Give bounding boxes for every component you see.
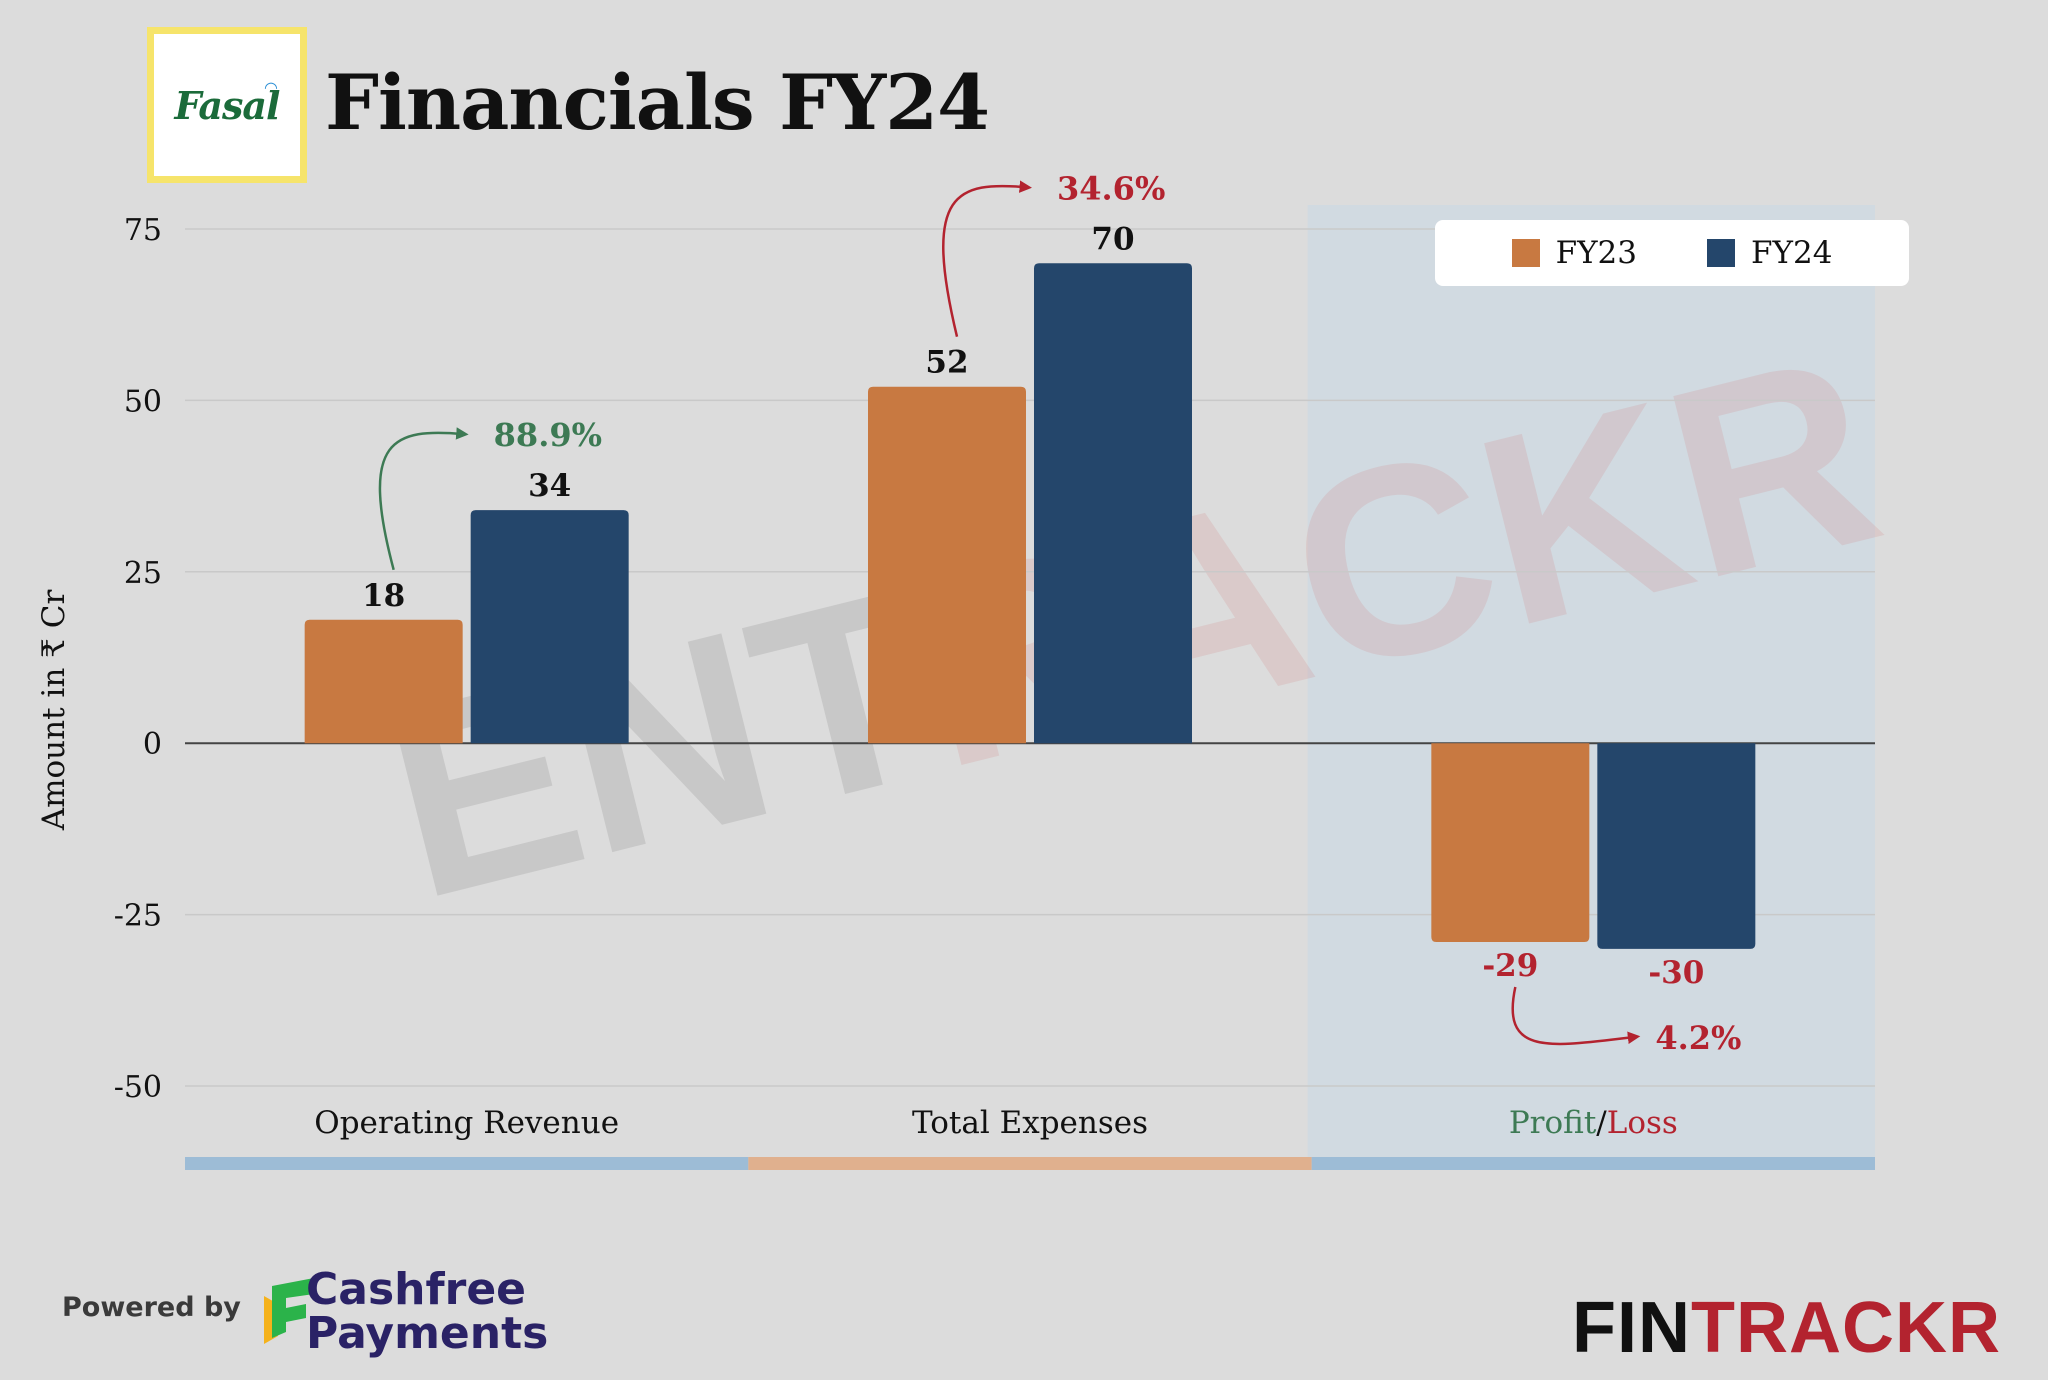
powered-by-text: Powered by — [62, 1292, 241, 1323]
bar-value-label: 70 — [1091, 221, 1134, 257]
bar-value-label: 52 — [925, 345, 968, 381]
category-underline — [185, 1157, 749, 1170]
bar-value-label: -29 — [1482, 948, 1538, 984]
legend-label-fy23: FY23 — [1555, 235, 1637, 271]
y-tick-label: 25 — [124, 556, 162, 591]
y-axis-label: Amount in ₹ Cr — [36, 590, 72, 832]
bar-fy23 — [304, 619, 463, 744]
chart-legend: FY23 FY24 — [1435, 220, 1909, 286]
bar-fy24 — [1597, 743, 1756, 949]
category-underline — [748, 1157, 1312, 1170]
growth-label: 34.6% — [1057, 169, 1165, 207]
y-tick-label: -25 — [114, 899, 162, 934]
legend-item-fy23: FY23 — [1511, 235, 1637, 271]
logo-text: Fasal — [174, 82, 281, 128]
y-tick-label: -50 — [114, 1070, 162, 1105]
profit-word: Profit — [1509, 1105, 1597, 1141]
category-label: Profit/Loss — [1509, 1105, 1678, 1141]
fintrackr-logo: FINTRACKR — [1572, 1292, 2001, 1364]
brand-part2: TRACKR — [1690, 1288, 2001, 1368]
growth-arrow — [378, 427, 469, 571]
page-title: Financials FY24 — [325, 58, 990, 147]
company-logo: Fasal ◠ — [147, 27, 307, 183]
y-tick-label: 50 — [124, 384, 162, 419]
legend-swatch-fy23 — [1511, 239, 1540, 267]
growth-arrow — [942, 180, 1032, 337]
y-tick-label: 0 — [143, 727, 162, 762]
legend-item-fy24: FY24 — [1707, 235, 1832, 271]
signal-icon: ◠ — [264, 78, 278, 97]
bar-fy24 — [1034, 263, 1192, 744]
growth-arrow — [1511, 986, 1641, 1046]
bar-value-label: -30 — [1648, 955, 1704, 991]
bar-fy23 — [1431, 743, 1590, 943]
cashfree-logo-icon — [264, 1278, 314, 1344]
highlight-band — [1307, 205, 1875, 1163]
category-underline — [1311, 1157, 1875, 1170]
bar-value-label: 18 — [362, 578, 405, 614]
legend-label-fy24: FY24 — [1751, 235, 1833, 271]
growth-label: 4.2% — [1655, 1019, 1741, 1057]
slash: / — [1596, 1105, 1607, 1141]
category-label: Operating Revenue — [314, 1105, 619, 1141]
bar-fy23 — [868, 386, 1026, 744]
growth-label: 88.9% — [494, 416, 602, 454]
cashfree-wordmark: Cashfree Payments — [306, 1268, 548, 1356]
bar-value-label: 34 — [528, 468, 571, 504]
loss-word: Loss — [1607, 1105, 1678, 1141]
category-label: Total Expenses — [912, 1105, 1148, 1141]
cashfree-line1: Cashfree — [306, 1264, 527, 1315]
y-tick-label: 75 — [124, 213, 162, 248]
legend-swatch-fy24 — [1707, 239, 1735, 267]
bar-fy24 — [470, 510, 629, 744]
brand-part1: FIN — [1572, 1288, 1691, 1368]
cashfree-line2: Payments — [306, 1308, 549, 1359]
